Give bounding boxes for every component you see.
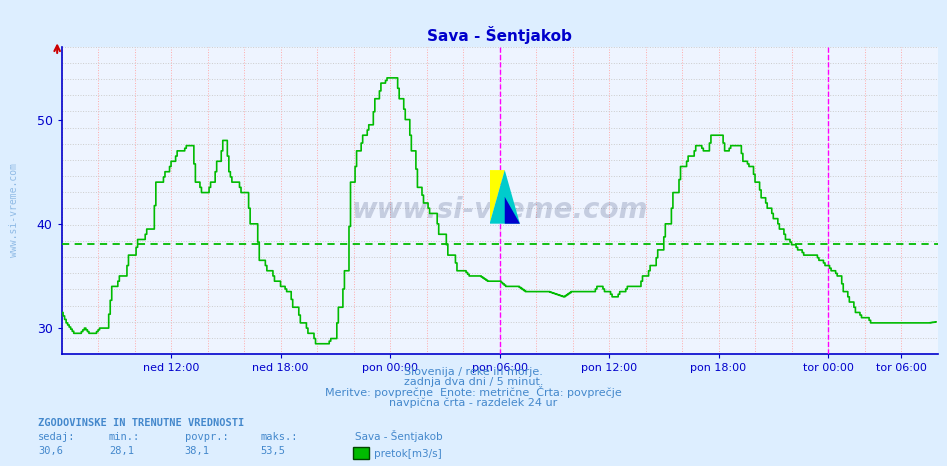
Text: www.si-vreme.com: www.si-vreme.com [9,163,20,257]
Text: 30,6: 30,6 [38,446,63,456]
Text: navpična črta - razdelek 24 ur: navpična črta - razdelek 24 ur [389,397,558,408]
Title: Sava - Šentjakob: Sava - Šentjakob [427,26,572,44]
Polygon shape [490,170,520,224]
Text: 28,1: 28,1 [109,446,134,456]
Polygon shape [505,197,520,224]
Text: Slovenija / reke in morje.: Slovenija / reke in morje. [404,367,543,377]
Text: sedaj:: sedaj: [38,432,76,442]
Text: Sava - Šentjakob: Sava - Šentjakob [355,431,443,442]
Text: www.si-vreme.com: www.si-vreme.com [351,196,648,224]
Text: 38,1: 38,1 [185,446,209,456]
Text: zadnja dva dni / 5 minut.: zadnja dva dni / 5 minut. [403,377,544,387]
Text: pretok[m3/s]: pretok[m3/s] [374,449,442,459]
Text: povpr.:: povpr.: [185,432,228,442]
Text: maks.:: maks.: [260,432,298,442]
Text: ZGODOVINSKE IN TRENUTNE VREDNOSTI: ZGODOVINSKE IN TRENUTNE VREDNOSTI [38,418,244,428]
Text: Meritve: povprečne  Enote: metrične  Črta: povprečje: Meritve: povprečne Enote: metrične Črta:… [325,386,622,397]
Polygon shape [490,170,505,224]
Text: min.:: min.: [109,432,140,442]
Text: 53,5: 53,5 [260,446,285,456]
